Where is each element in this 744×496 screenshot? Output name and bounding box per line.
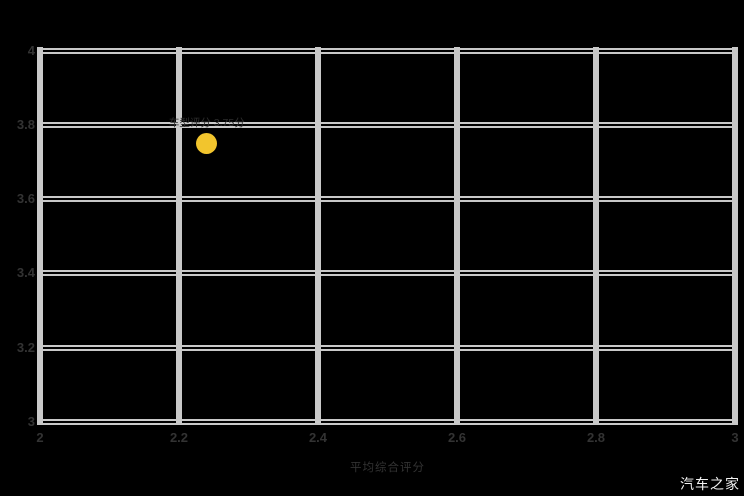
watermark: 汽车之家 bbox=[680, 476, 740, 492]
y-gridline bbox=[37, 270, 738, 273]
x-tick-label: 2.2 bbox=[169, 430, 189, 445]
x-gridline bbox=[176, 47, 182, 424]
y-gridline bbox=[37, 121, 738, 124]
x-tick-label: 2.6 bbox=[447, 430, 467, 445]
x-gridline bbox=[454, 47, 460, 424]
x-gridline bbox=[732, 47, 738, 424]
y-tick-label: 4 bbox=[27, 42, 35, 58]
y-tick-label: 3 bbox=[27, 414, 35, 429]
y-tick-label: 3.8 bbox=[16, 116, 35, 132]
x-gridline bbox=[315, 47, 321, 424]
x-gridline bbox=[37, 47, 43, 424]
x-tick-label: 2.8 bbox=[586, 430, 606, 445]
y-tick-label: 3.6 bbox=[16, 191, 35, 207]
x-tick-label: 2 bbox=[36, 430, 44, 445]
y-gridline bbox=[37, 419, 738, 421]
y-gridline bbox=[37, 196, 738, 199]
y-gridline bbox=[37, 51, 738, 54]
y-gridline bbox=[37, 200, 738, 203]
x-gridline bbox=[593, 47, 599, 424]
y-tick-label: 3.4 bbox=[16, 265, 35, 281]
y-gridline bbox=[37, 344, 738, 347]
y-gridline bbox=[37, 125, 738, 128]
y-tick-label: 3.2 bbox=[16, 339, 35, 355]
y-gridline bbox=[37, 348, 738, 351]
x-axis-title: 平均综合评分 bbox=[350, 462, 425, 474]
data-point-label: 车型评分 3.75分 bbox=[168, 117, 245, 130]
y-gridline bbox=[37, 274, 738, 277]
x-tick-label: 3 bbox=[731, 430, 739, 445]
data-point bbox=[196, 132, 218, 154]
x-tick-label: 2.4 bbox=[308, 430, 328, 445]
y-gridline bbox=[37, 47, 738, 50]
y-gridline bbox=[37, 423, 738, 425]
